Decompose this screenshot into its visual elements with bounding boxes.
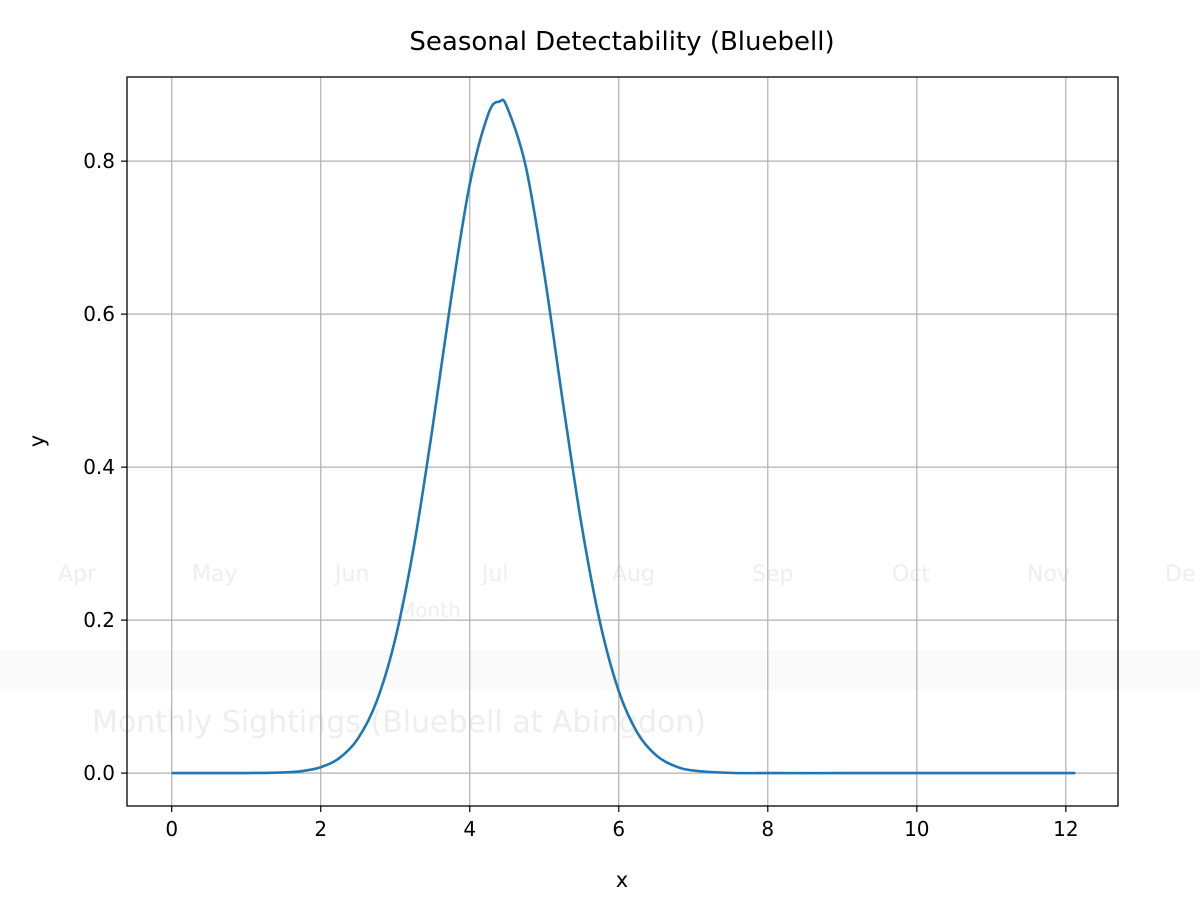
ghost-month-label: De	[1165, 562, 1196, 587]
y-tick-label: 0.8	[83, 149, 115, 173]
y-tick-label: 0.0	[83, 761, 115, 785]
ghost-background-xlabel: Month	[398, 598, 461, 622]
ghost-month-label: Nov	[1027, 562, 1070, 587]
y-tick-label: 0.4	[83, 455, 115, 479]
chart-title: Seasonal Detectability (Bluebell)	[409, 27, 834, 57]
ghost-month-label: Jun	[335, 562, 370, 587]
ghost-month-label: May	[192, 562, 238, 587]
series-line	[171, 98, 1076, 775]
ghost-background-band	[0, 650, 1200, 690]
ghost-month-label: Oct	[892, 562, 931, 587]
ghost-month-label: Apr	[58, 562, 97, 587]
axes-frame	[126, 76, 1119, 807]
x-tick-label: 6	[612, 817, 625, 841]
x-tick-label: 8	[761, 817, 774, 841]
x-tick-label: 10	[904, 817, 929, 841]
ghost-month-label: Sep	[752, 562, 794, 587]
x-tick-label: 0	[165, 817, 178, 841]
x-axis-label: x	[616, 868, 628, 892]
x-tick-label: 2	[314, 817, 327, 841]
x-tick-label: 4	[463, 817, 476, 841]
y-tick-label: 0.6	[83, 302, 115, 326]
y-axis-label: y	[25, 435, 49, 447]
ghost-month-label: Jul	[482, 562, 509, 587]
ghost-background-title: Monthly Sightings (Bluebell at Abingdon)	[92, 705, 706, 740]
y-tick-label: 0.2	[83, 608, 115, 632]
x-tick-label: 12	[1053, 817, 1078, 841]
